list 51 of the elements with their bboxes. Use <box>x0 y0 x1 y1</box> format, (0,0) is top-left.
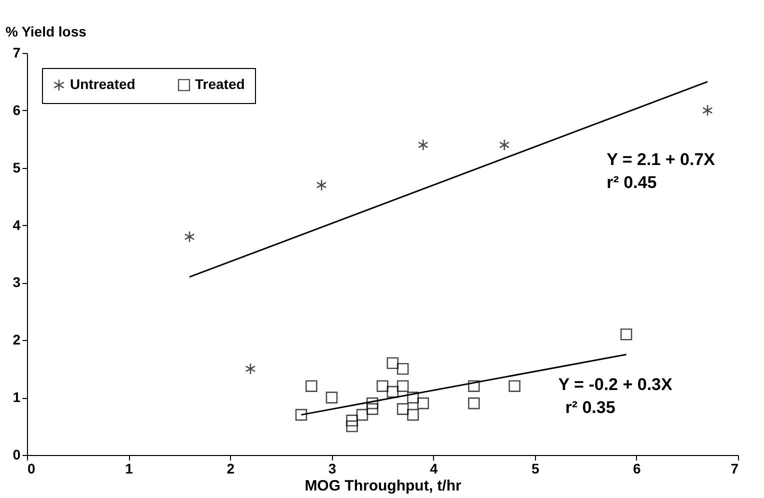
legend-label: Treated <box>195 76 245 92</box>
y-tick-label: 0 <box>12 446 21 462</box>
y-tick-label: 5 <box>12 159 21 176</box>
annotation: Y = 2.1 + 0.7X <box>606 150 716 170</box>
point <box>407 392 419 404</box>
x-tick-label: 5 <box>531 460 540 476</box>
point <box>346 414 358 426</box>
annotation: r² 0.45 <box>606 173 657 192</box>
y-tick-label: 3 <box>12 274 21 290</box>
point <box>326 392 338 404</box>
y-axis-title: % Yield loss <box>6 24 87 40</box>
point <box>386 386 399 398</box>
point <box>306 380 318 392</box>
point <box>417 397 430 410</box>
point <box>418 138 428 151</box>
x-axis-title: MOG Throughput, t/hr <box>304 478 462 494</box>
point <box>396 403 409 415</box>
point <box>376 380 388 392</box>
y-tick-label: 2 <box>12 332 21 348</box>
point <box>316 179 327 191</box>
annotation: r² 0.35 <box>565 398 616 417</box>
x-tick-label: 3 <box>328 460 336 476</box>
point <box>366 403 378 415</box>
legend-label: Untreated <box>70 76 136 92</box>
point <box>396 380 409 392</box>
y-tick-label: 6 <box>12 102 21 118</box>
point <box>245 362 256 375</box>
point <box>499 138 510 151</box>
point <box>386 357 399 370</box>
point <box>702 104 713 116</box>
point <box>295 408 308 421</box>
point <box>468 397 480 410</box>
annotation: Y = -0.2 + 0.3X <box>558 374 674 394</box>
point <box>396 362 409 375</box>
x-tick-label: 4 <box>430 460 438 476</box>
x-tick-label: 7 <box>730 460 739 476</box>
x-tick-label: 0 <box>28 460 36 476</box>
point <box>346 420 358 432</box>
y-tick-label: 1 <box>12 389 21 406</box>
x-tick-label: 6 <box>633 460 642 476</box>
y-tick-label: 4 <box>12 216 21 233</box>
x-tick-label: 1 <box>125 460 134 476</box>
x-tick-label: 2 <box>226 460 235 476</box>
point <box>508 380 520 392</box>
point <box>356 408 368 421</box>
point <box>407 408 419 421</box>
point <box>468 380 480 392</box>
y-tick-label: 7 <box>12 44 21 60</box>
point <box>620 328 632 340</box>
point <box>366 397 378 410</box>
point <box>184 230 195 243</box>
